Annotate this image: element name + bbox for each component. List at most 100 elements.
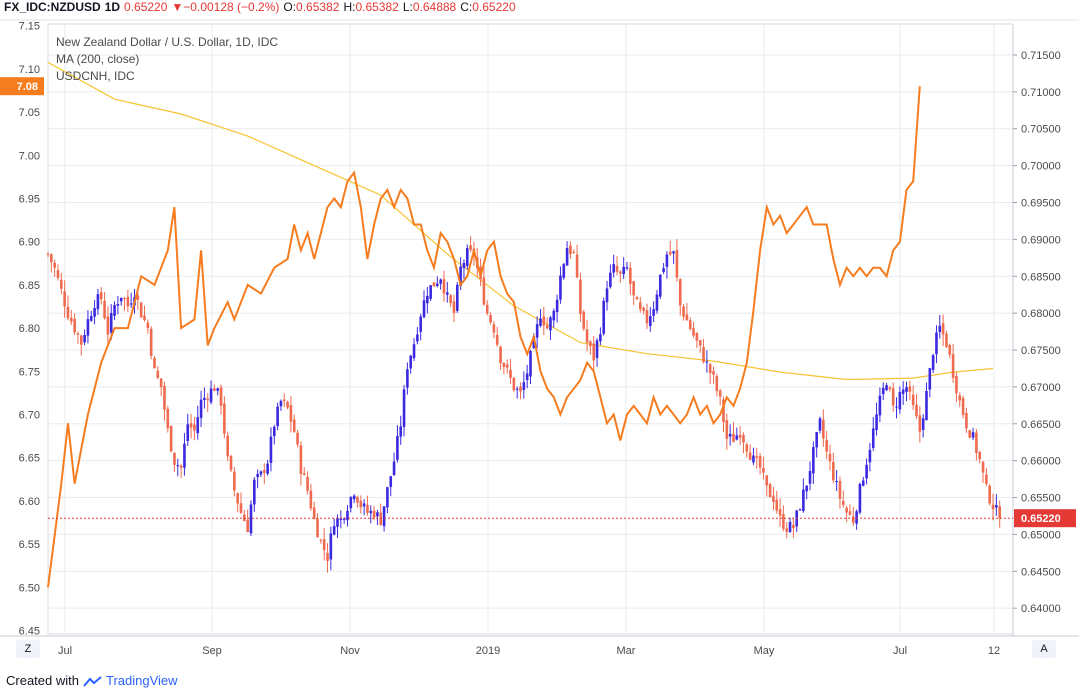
candle: [356, 495, 359, 508]
candle: [322, 527, 326, 561]
candle: [359, 495, 363, 514]
candle: [83, 329, 86, 346]
candle: [349, 496, 353, 513]
candle-body: [665, 254, 669, 267]
candle: [832, 452, 835, 484]
candle: [728, 424, 732, 446]
candle: [825, 430, 828, 460]
candle: [166, 405, 170, 433]
candle: [249, 500, 253, 537]
candle-body: [715, 376, 719, 392]
candle: [802, 478, 805, 513]
candle-body: [146, 322, 150, 328]
candle-body: [336, 517, 339, 527]
legend-overlay[interactable]: USDCNH, IDC: [56, 69, 135, 83]
candle: [572, 249, 576, 254]
candle: [592, 336, 596, 372]
candle-body: [805, 485, 808, 492]
candle: [908, 380, 912, 401]
candle-body: [562, 264, 566, 278]
candle: [233, 466, 236, 497]
legend-main[interactable]: New Zealand Dollar / U.S. Dollar, 1D, ID…: [56, 35, 279, 49]
candle: [985, 467, 988, 487]
candle: [69, 309, 73, 325]
candle-body: [376, 512, 379, 517]
candle: [708, 362, 712, 384]
auto-scale-button[interactable]: A: [1032, 640, 1056, 658]
candle: [199, 390, 203, 428]
candle: [901, 381, 905, 405]
candle-body: [529, 351, 532, 377]
candle: [712, 366, 715, 384]
candle: [855, 509, 858, 530]
left-tick-label: 6.90: [19, 237, 40, 249]
candle: [369, 505, 373, 524]
candle-body: [136, 295, 140, 300]
candle-body: [93, 308, 96, 317]
candle: [891, 382, 895, 412]
candle-body: [396, 436, 399, 460]
legend-ma[interactable]: MA (200, close): [56, 52, 140, 66]
candle-body: [432, 282, 436, 287]
candle-body: [153, 357, 156, 369]
candle: [898, 386, 902, 414]
candle-body: [898, 392, 902, 410]
candle-body: [109, 313, 113, 333]
candle: [266, 459, 269, 476]
candle-body: [908, 386, 912, 392]
candle-body: [103, 300, 106, 319]
left-tick-label: 7.05: [19, 107, 40, 119]
scale-left-button[interactable]: Z: [16, 640, 40, 658]
candle: [688, 317, 692, 331]
candle-body: [392, 461, 396, 475]
candle: [196, 405, 200, 440]
candle-body: [668, 251, 672, 255]
candle: [915, 394, 918, 420]
candle-body: [505, 364, 509, 368]
candle: [76, 331, 80, 344]
candle: [505, 359, 509, 374]
open-value: 0.65382: [296, 0, 340, 14]
candle-body: [609, 272, 612, 288]
candle-body: [705, 361, 709, 363]
tradingview-brand[interactable]: TradingView: [106, 673, 178, 688]
right-tick-label: 0.64500: [1021, 566, 1061, 578]
candle: [539, 309, 542, 328]
candle: [702, 338, 705, 364]
candle-body: [861, 480, 865, 486]
left-tick-label: 6.45: [19, 626, 40, 638]
candle: [525, 364, 529, 389]
candle-body: [239, 503, 243, 513]
last-price: 0.65220: [124, 0, 168, 14]
candle-body: [69, 317, 73, 322]
candle-body: [129, 303, 133, 305]
candle: [988, 483, 992, 506]
candle: [822, 409, 825, 447]
candle: [146, 319, 150, 334]
candle: [173, 452, 176, 472]
candle: [782, 505, 785, 532]
candle-body: [658, 274, 662, 297]
candle: [436, 276, 439, 288]
candle: [885, 382, 888, 391]
candle-body: [785, 528, 789, 532]
candle-body: [223, 403, 226, 434]
candle: [216, 387, 220, 396]
candle: [329, 526, 333, 571]
candle-body: [159, 378, 163, 388]
candle-body: [911, 394, 915, 406]
right-tick-label: 0.67000: [1021, 382, 1061, 394]
candle: [299, 441, 303, 486]
symbol-name[interactable]: FX_IDC:NZDUSD: [4, 0, 101, 14]
candle: [253, 476, 256, 512]
candle: [119, 297, 123, 306]
right-tick-label: 0.66000: [1021, 456, 1061, 468]
candle-body: [495, 334, 499, 345]
candle-body: [708, 364, 712, 374]
candle: [209, 380, 213, 405]
candle-body: [629, 267, 632, 284]
candle: [186, 413, 190, 446]
candle-body: [798, 509, 802, 511]
candle-body: [522, 382, 526, 390]
